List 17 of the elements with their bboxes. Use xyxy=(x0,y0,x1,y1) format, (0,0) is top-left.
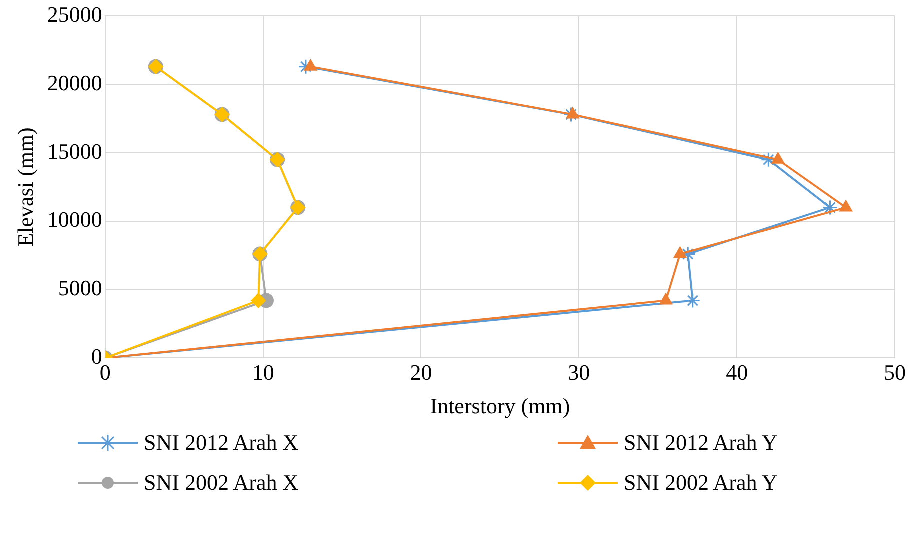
y-tick-label: 5000 xyxy=(58,276,102,301)
x-tick-label: 20 xyxy=(410,360,432,386)
y-axis-title: Elevasi (mm) xyxy=(12,128,38,247)
x-tick-label: 50 xyxy=(884,360,906,386)
y-tick-label: 10000 xyxy=(47,207,102,232)
x-tick-label: 30 xyxy=(568,360,590,386)
legend-label: SNI 2012 Arah Y xyxy=(624,430,778,456)
y-tick-label: 0 xyxy=(91,344,102,369)
y-tick-label: 25000 xyxy=(47,2,102,27)
y-tick-label: 15000 xyxy=(47,138,102,164)
legend-label: SNI 2012 Arah X xyxy=(144,430,299,456)
x-axis-title: Interstory (mm) xyxy=(430,394,570,419)
legend-label: SNI 2002 Arah X xyxy=(144,470,299,496)
y-tick-label: 20000 xyxy=(47,70,102,96)
x-tick-label: 10 xyxy=(252,360,274,386)
legend-label: SNI 2002 Arah Y xyxy=(624,470,778,496)
x-tick-label: 40 xyxy=(726,360,748,386)
